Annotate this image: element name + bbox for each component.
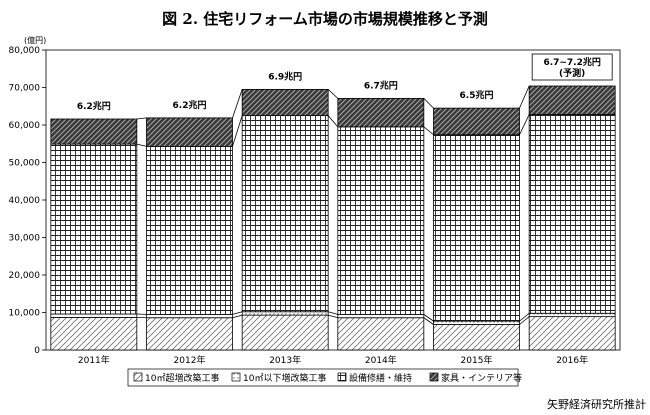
connector-line [327,115,339,128]
y-tick-label: 80,000 [9,46,41,56]
bar-segment-4 [50,118,138,145]
bar-segment-3 [50,143,138,315]
x-tick-label: 2011年 [78,354,110,366]
bar-segment-2 [433,320,520,325]
connector-line [232,311,243,315]
legend-label: 10㎡超増改築工事 [145,372,219,384]
chart-title: 図 2. 住宅リフォーム市場の市場規模推移と予測 [162,10,488,28]
x-tick-label: 2016年 [556,354,588,366]
y-tick-label: 60,000 [9,121,41,131]
y-axis: 0 10,000 20,000 30,000 40,000 50,000 60,000 70,… [9,46,46,356]
credit-text: 矢野経済研究所推計 [547,397,646,411]
bar-segment-1 [146,317,233,351]
legend-label: 設備修繕・維持 [349,372,412,384]
total-label: 6.2兆円 [77,100,111,112]
bar-segment-2 [528,312,616,318]
connector-line [423,98,434,109]
bars [50,85,616,351]
connector-line [423,317,434,325]
bar-segment-2 [50,313,138,318]
connector-line [519,316,530,325]
connector-line [232,115,243,147]
bar-segment-1 [337,317,425,351]
y-tick-label: 40,000 [9,196,41,206]
y-tick-label: 20,000 [9,271,41,281]
labels: 2011年 6.2兆円 2012年 6.2兆円 2013年 6.9兆円 2014年 6.7兆円… [77,53,613,366]
bar-segment-2 [241,311,329,316]
total-label: 6.7~7.2兆円 [543,56,600,68]
bar-segment-1 [433,324,520,351]
bar-segment-4 [528,85,616,115]
bar-segment-4 [146,117,233,147]
legend-label: 家具・インテリア等 [441,372,522,384]
legend [127,368,519,387]
bar-segment-3 [241,115,329,313]
forecast-note: (予測) [559,67,585,79]
legend-swatch [429,372,439,382]
bar-segment-2 [146,313,233,319]
bar-segment-1 [528,316,616,351]
series-connectors [136,85,530,325]
legend-swatch [133,372,143,382]
legend-items: 10㎡超増改築工事 10㎡以下増改築工事 設備修繕・維持 家具・インテリア等 [133,372,522,384]
y-tick-label: 10,000 [9,309,41,319]
connector-line [519,312,530,322]
total-label: 6.5兆円 [460,89,494,101]
connector-line [232,314,243,319]
connector-line [328,314,338,319]
x-tick-label: 2014年 [365,354,397,366]
connector-line [327,89,339,99]
bar-segment-3 [433,134,520,322]
total-label: 6.9兆円 [268,70,302,82]
bar-segment-1 [50,316,138,351]
legend-swatch [231,372,241,382]
legend-label: 10㎡以下増改築工事 [243,372,326,384]
y-tick-label: 70,000 [9,84,41,94]
x-tick-label: 2015年 [461,354,493,366]
connector-line [136,117,147,120]
connector-line [423,314,434,322]
forecast-box [531,53,613,81]
bar-segment-3 [146,145,233,315]
y-tick-label: 50,000 [9,159,41,169]
total-label: 6.2兆円 [173,99,207,111]
bar-segment-4 [337,97,425,128]
bar-segment-4 [241,88,329,117]
y-tick-label: 30,000 [9,234,41,244]
y-tick-label: 0 [34,346,40,356]
bar-segment-2 [337,313,425,319]
x-tick-label: 2013年 [269,354,301,366]
bar-segment-3 [337,126,425,315]
y-unit-label: (億円) [24,35,46,45]
bar-segment-3 [528,114,616,314]
legend-swatch [337,372,347,382]
connector-line [136,143,147,147]
connector-line [423,126,434,136]
bar-segment-1 [241,314,329,351]
total-label: 6.7兆円 [364,79,398,91]
x-tick-label: 2012年 [174,354,206,366]
connector-line [519,85,530,109]
connector-line [232,89,243,119]
bar-segment-4 [433,107,520,136]
connector-line [328,311,338,315]
connector-line [519,114,530,135]
